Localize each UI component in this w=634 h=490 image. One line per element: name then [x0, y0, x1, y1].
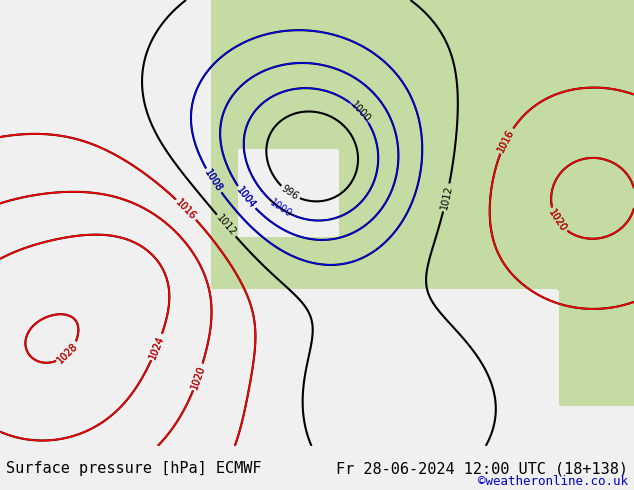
Text: 1016: 1016	[174, 197, 198, 221]
Text: Surface pressure [hPa] ECMWF: Surface pressure [hPa] ECMWF	[6, 462, 262, 476]
Text: 1016: 1016	[496, 127, 516, 154]
Text: 1020: 1020	[547, 208, 569, 234]
Text: 1016: 1016	[174, 197, 198, 221]
Text: 1028: 1028	[56, 341, 80, 366]
Text: 1020: 1020	[190, 364, 207, 391]
Text: 1028: 1028	[56, 341, 80, 366]
Text: 1024: 1024	[148, 334, 166, 361]
Text: ©weatheronline.co.uk: ©weatheronline.co.uk	[477, 475, 628, 488]
Text: 1016: 1016	[496, 127, 516, 154]
Text: 1004: 1004	[235, 185, 258, 210]
Text: 1024: 1024	[148, 334, 166, 361]
Text: 996: 996	[280, 184, 301, 202]
Text: 1004: 1004	[235, 185, 258, 210]
Text: 1008: 1008	[203, 168, 224, 194]
Text: 1008: 1008	[203, 168, 224, 194]
Text: 1000: 1000	[268, 197, 294, 219]
Text: 1012: 1012	[439, 184, 454, 211]
Text: Fr 28-06-2024 12:00 UTC (18+138): Fr 28-06-2024 12:00 UTC (18+138)	[335, 462, 628, 476]
Text: 1020: 1020	[547, 208, 569, 234]
Text: 1000: 1000	[348, 99, 372, 124]
Text: 1012: 1012	[214, 213, 238, 238]
Text: 1020: 1020	[190, 364, 207, 391]
